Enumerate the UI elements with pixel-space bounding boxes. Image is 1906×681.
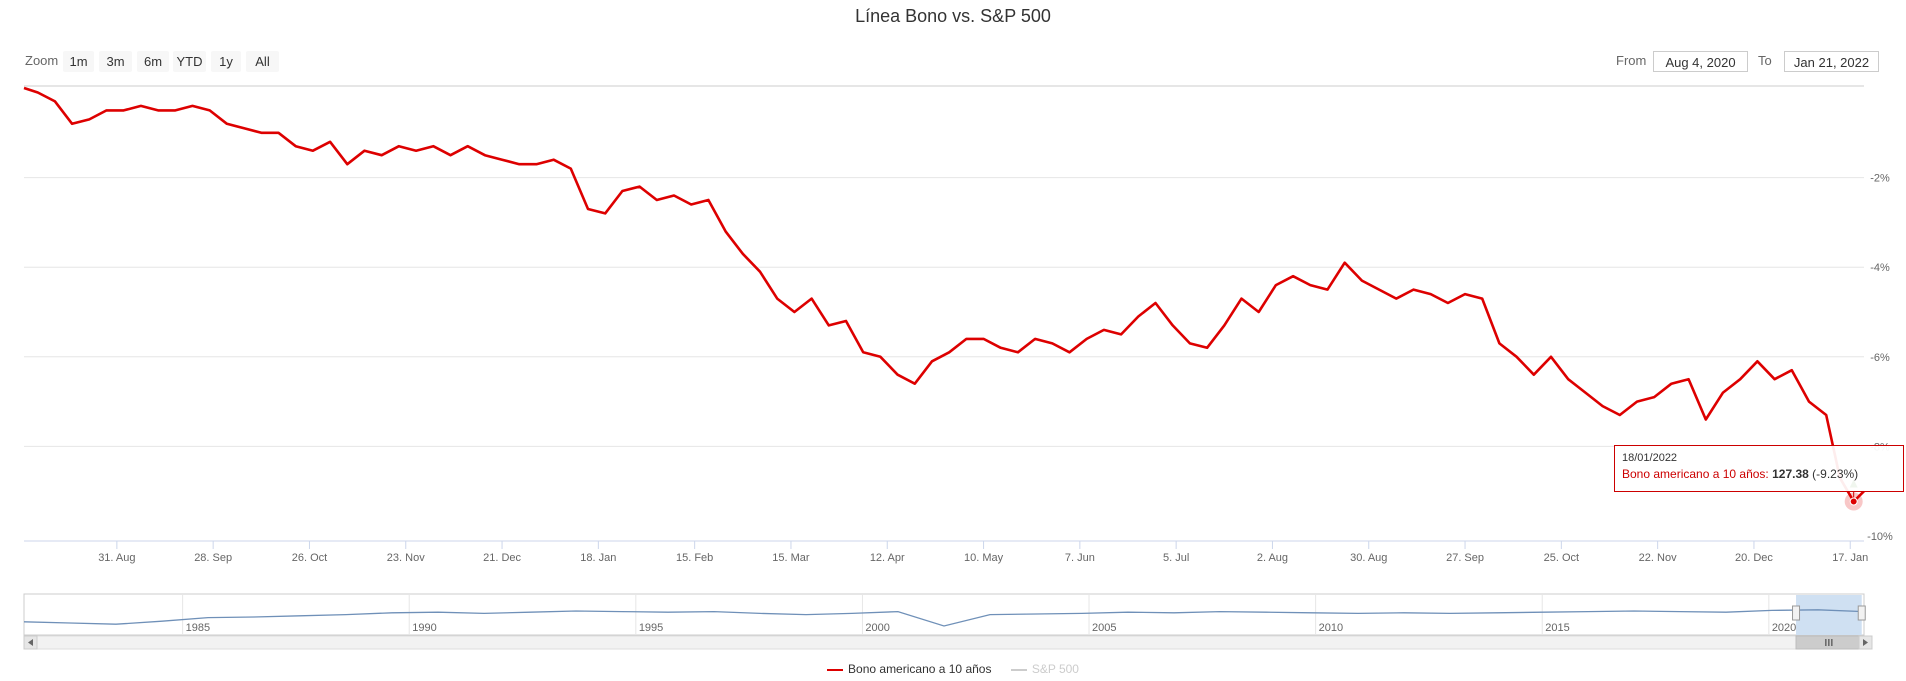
navigator-tick-label: 2010 bbox=[1319, 622, 1343, 634]
legend: Bono americano a 10 años S&P 500 bbox=[0, 662, 1906, 676]
y-tick-label: -10% bbox=[1867, 531, 1893, 543]
tooltip-change: (-9.23%) bbox=[1808, 467, 1859, 481]
x-tick-label: 20. Dec bbox=[1735, 552, 1773, 564]
navigator-left-handle[interactable] bbox=[1792, 605, 1801, 621]
y-tick-label: -4% bbox=[1870, 262, 1890, 274]
x-tick-label: 18. Jan bbox=[580, 552, 616, 564]
navigator-right-handle[interactable] bbox=[1857, 605, 1866, 621]
x-tick-label: 22. Nov bbox=[1639, 552, 1677, 564]
tooltip: 18/01/2022 Bono americano a 10 años: 127… bbox=[1614, 445, 1904, 492]
hover-point[interactable] bbox=[1849, 497, 1858, 506]
tooltip-date: 18/01/2022 bbox=[1622, 452, 1678, 464]
navigator-tick-label: 2020 bbox=[1772, 622, 1796, 634]
navigator-frame bbox=[23, 593, 1865, 636]
from-label: From bbox=[1616, 53, 1647, 68]
zoom-1y-button[interactable]: 1y bbox=[211, 51, 241, 72]
zoom-all-button[interactable]: All bbox=[246, 51, 279, 72]
zoom-1m-button[interactable]: 1m bbox=[63, 51, 94, 72]
x-tick-label: 28. Sep bbox=[194, 552, 232, 564]
navigator-tick-label: 2005 bbox=[1092, 622, 1116, 634]
navigator-x-axis: 1985 1990 1995 2000 2005 2010 2015 2020 bbox=[186, 622, 1797, 634]
scroll-right-arrow-icon bbox=[1863, 639, 1868, 646]
scrollbar-grip-icon bbox=[1825, 639, 1833, 646]
x-tick-label: 26. Oct bbox=[292, 552, 327, 564]
y-axis: -2%-4%-6%-8%-10% bbox=[1867, 173, 1893, 543]
scrollbar-track[interactable] bbox=[23, 635, 1873, 650]
series-line-bono[interactable] bbox=[23, 86, 1865, 503]
x-tick-label: 31. Aug bbox=[98, 552, 135, 564]
tooltip-series-label: Bono americano a 10 años: bbox=[1622, 467, 1773, 481]
navigator-selected-range[interactable] bbox=[1796, 595, 1862, 635]
x-tick-label: 15. Mar bbox=[772, 552, 810, 564]
to-date-input[interactable]: Jan 21, 2022 bbox=[1784, 51, 1879, 72]
navigator-tick-label: 1995 bbox=[639, 622, 663, 634]
scroll-left-arrow-icon bbox=[28, 639, 33, 646]
zoom-label: Zoom bbox=[25, 53, 59, 68]
legend-label-bono: Bono americano a 10 años bbox=[848, 662, 992, 676]
x-tick-label: 17. Jan bbox=[1832, 552, 1868, 564]
legend-item-bono[interactable]: Bono americano a 10 años bbox=[827, 662, 991, 676]
navigator-tick-label: 1985 bbox=[186, 622, 210, 634]
legend-item-sp500[interactable]: S&P 500 bbox=[1010, 662, 1079, 676]
zoom-6m-button[interactable]: 6m bbox=[137, 51, 169, 72]
x-tick-label: 12. Apr bbox=[870, 552, 905, 564]
x-tick-label: 21. Dec bbox=[483, 552, 521, 564]
x-tick-label: 27. Sep bbox=[1446, 552, 1484, 564]
y-tick-label: -6% bbox=[1870, 352, 1890, 364]
zoom-ytd-button[interactable]: YTD bbox=[173, 51, 206, 72]
x-axis: 31. Aug 28. Sep 26. Oct 23. Nov 21. Dec 18. J… bbox=[98, 541, 1868, 564]
tooltip-series-row: Bono americano a 10 años: 127.38 (-9.23%… bbox=[1622, 467, 1858, 481]
x-tick-label: 15. Feb bbox=[676, 552, 713, 564]
legend-label-sp500: S&P 500 bbox=[1031, 662, 1079, 676]
legend-swatch-sp500 bbox=[1010, 668, 1027, 671]
x-tick-label: 5. Jul bbox=[1163, 552, 1189, 564]
grid-lines bbox=[24, 177, 1864, 447]
navigator-tick-label: 2015 bbox=[1545, 622, 1569, 634]
navigator-grid bbox=[182, 595, 1770, 635]
navigator-series-line bbox=[23, 609, 1865, 627]
x-tick-label: 25. Oct bbox=[1544, 552, 1579, 564]
x-tick-label: 2. Aug bbox=[1257, 552, 1288, 564]
legend-swatch-bono bbox=[827, 668, 844, 671]
x-tick-label: 30. Aug bbox=[1350, 552, 1387, 564]
navigator-tick-label: 1990 bbox=[412, 622, 436, 634]
x-tick-label: 10. May bbox=[964, 552, 1004, 564]
chart-title: Línea Bono vs. S&P 500 bbox=[855, 6, 1051, 26]
navigator-tick-label: 2000 bbox=[865, 622, 889, 634]
x-tick-label: 23. Nov bbox=[387, 552, 425, 564]
zoom-3m-button[interactable]: 3m bbox=[99, 51, 132, 72]
from-date-input[interactable]: Aug 4, 2020 bbox=[1653, 51, 1748, 72]
to-label: To bbox=[1758, 53, 1772, 68]
y-tick-label: -2% bbox=[1870, 173, 1890, 185]
x-tick-label: 7. Jun bbox=[1065, 552, 1095, 564]
tooltip-value: 127.38 bbox=[1772, 467, 1809, 481]
